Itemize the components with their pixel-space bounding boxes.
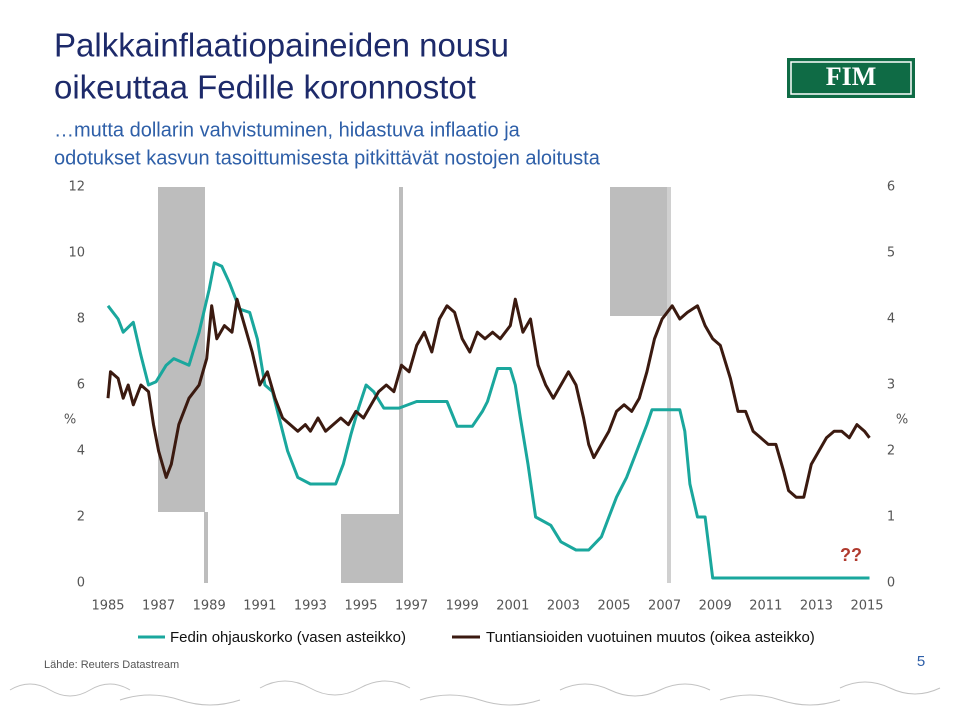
y-tick-label: 10 [68,246,85,261]
y-tick-label: 6 [77,378,85,393]
title-line: Palkkainflaatiopaineiden nousu [54,27,509,64]
y2-axis-label: % [896,413,908,428]
highlight-band [399,187,403,583]
highlight-band [610,187,668,316]
highlight-band [204,512,208,583]
x-tick-label: 2005 [597,599,630,614]
series-line [106,297,871,499]
x-tick-label: 2003 [547,599,580,614]
subtitle-line: odotukset kasvun tasoittumisesta pitkitt… [54,147,601,169]
logo-box [787,58,915,98]
y2-tick-label: 1 [887,510,895,525]
x-tick-label: 2001 [496,599,529,614]
y2-tick-label: 3 [887,378,895,393]
x-tick-label: 2007 [648,599,681,614]
y-tick-label: 0 [77,576,85,591]
highlight-band [667,187,671,583]
logo-border [790,61,912,95]
legend-label: Tuntiansioiden vuotuinen muutos (oikea a… [486,629,815,646]
x-tick-label: 2013 [800,599,833,614]
highlight-band [341,514,400,583]
signature-decoration [9,680,941,706]
logo: FIM [826,62,877,91]
y2-tick-label: 4 [887,312,895,327]
x-tick-label: 1985 [91,599,124,614]
x-tick-label: 1989 [193,599,226,614]
y-axis-label: % [64,413,76,428]
y-tick-label: 2 [77,510,85,525]
annotation: ?? [840,545,862,565]
x-tick-label: 1987 [142,599,175,614]
source: Lähde: Reuters Datastream [44,659,179,671]
title-line: oikeuttaa Fedille koronnostot [54,69,476,106]
x-tick-label: 1999 [446,599,479,614]
subtitle-line: …mutta dollarin vahvistuminen, hidastuva… [54,119,521,141]
y-tick-label: 8 [77,312,85,327]
y-tick-label: 12 [68,180,85,195]
x-tick-label: 1991 [243,599,276,614]
x-tick-label: 2011 [749,599,782,614]
y2-tick-label: 6 [887,180,895,195]
x-tick-label: 2015 [850,599,883,614]
x-tick-label: 1995 [344,599,377,614]
y2-tick-label: 2 [887,444,895,459]
x-tick-label: 1997 [395,599,428,614]
y-tick-label: 4 [77,444,85,459]
x-tick-label: 2009 [699,599,732,614]
series-line [106,261,870,580]
highlight-band [158,187,205,512]
y2-tick-label: 5 [887,246,895,261]
legend-label: Fedin ohjauskorko (vasen asteikko) [170,629,406,646]
x-tick-label: 1993 [294,599,327,614]
y2-tick-label: 0 [887,576,895,591]
page-number: 5 [917,653,925,670]
